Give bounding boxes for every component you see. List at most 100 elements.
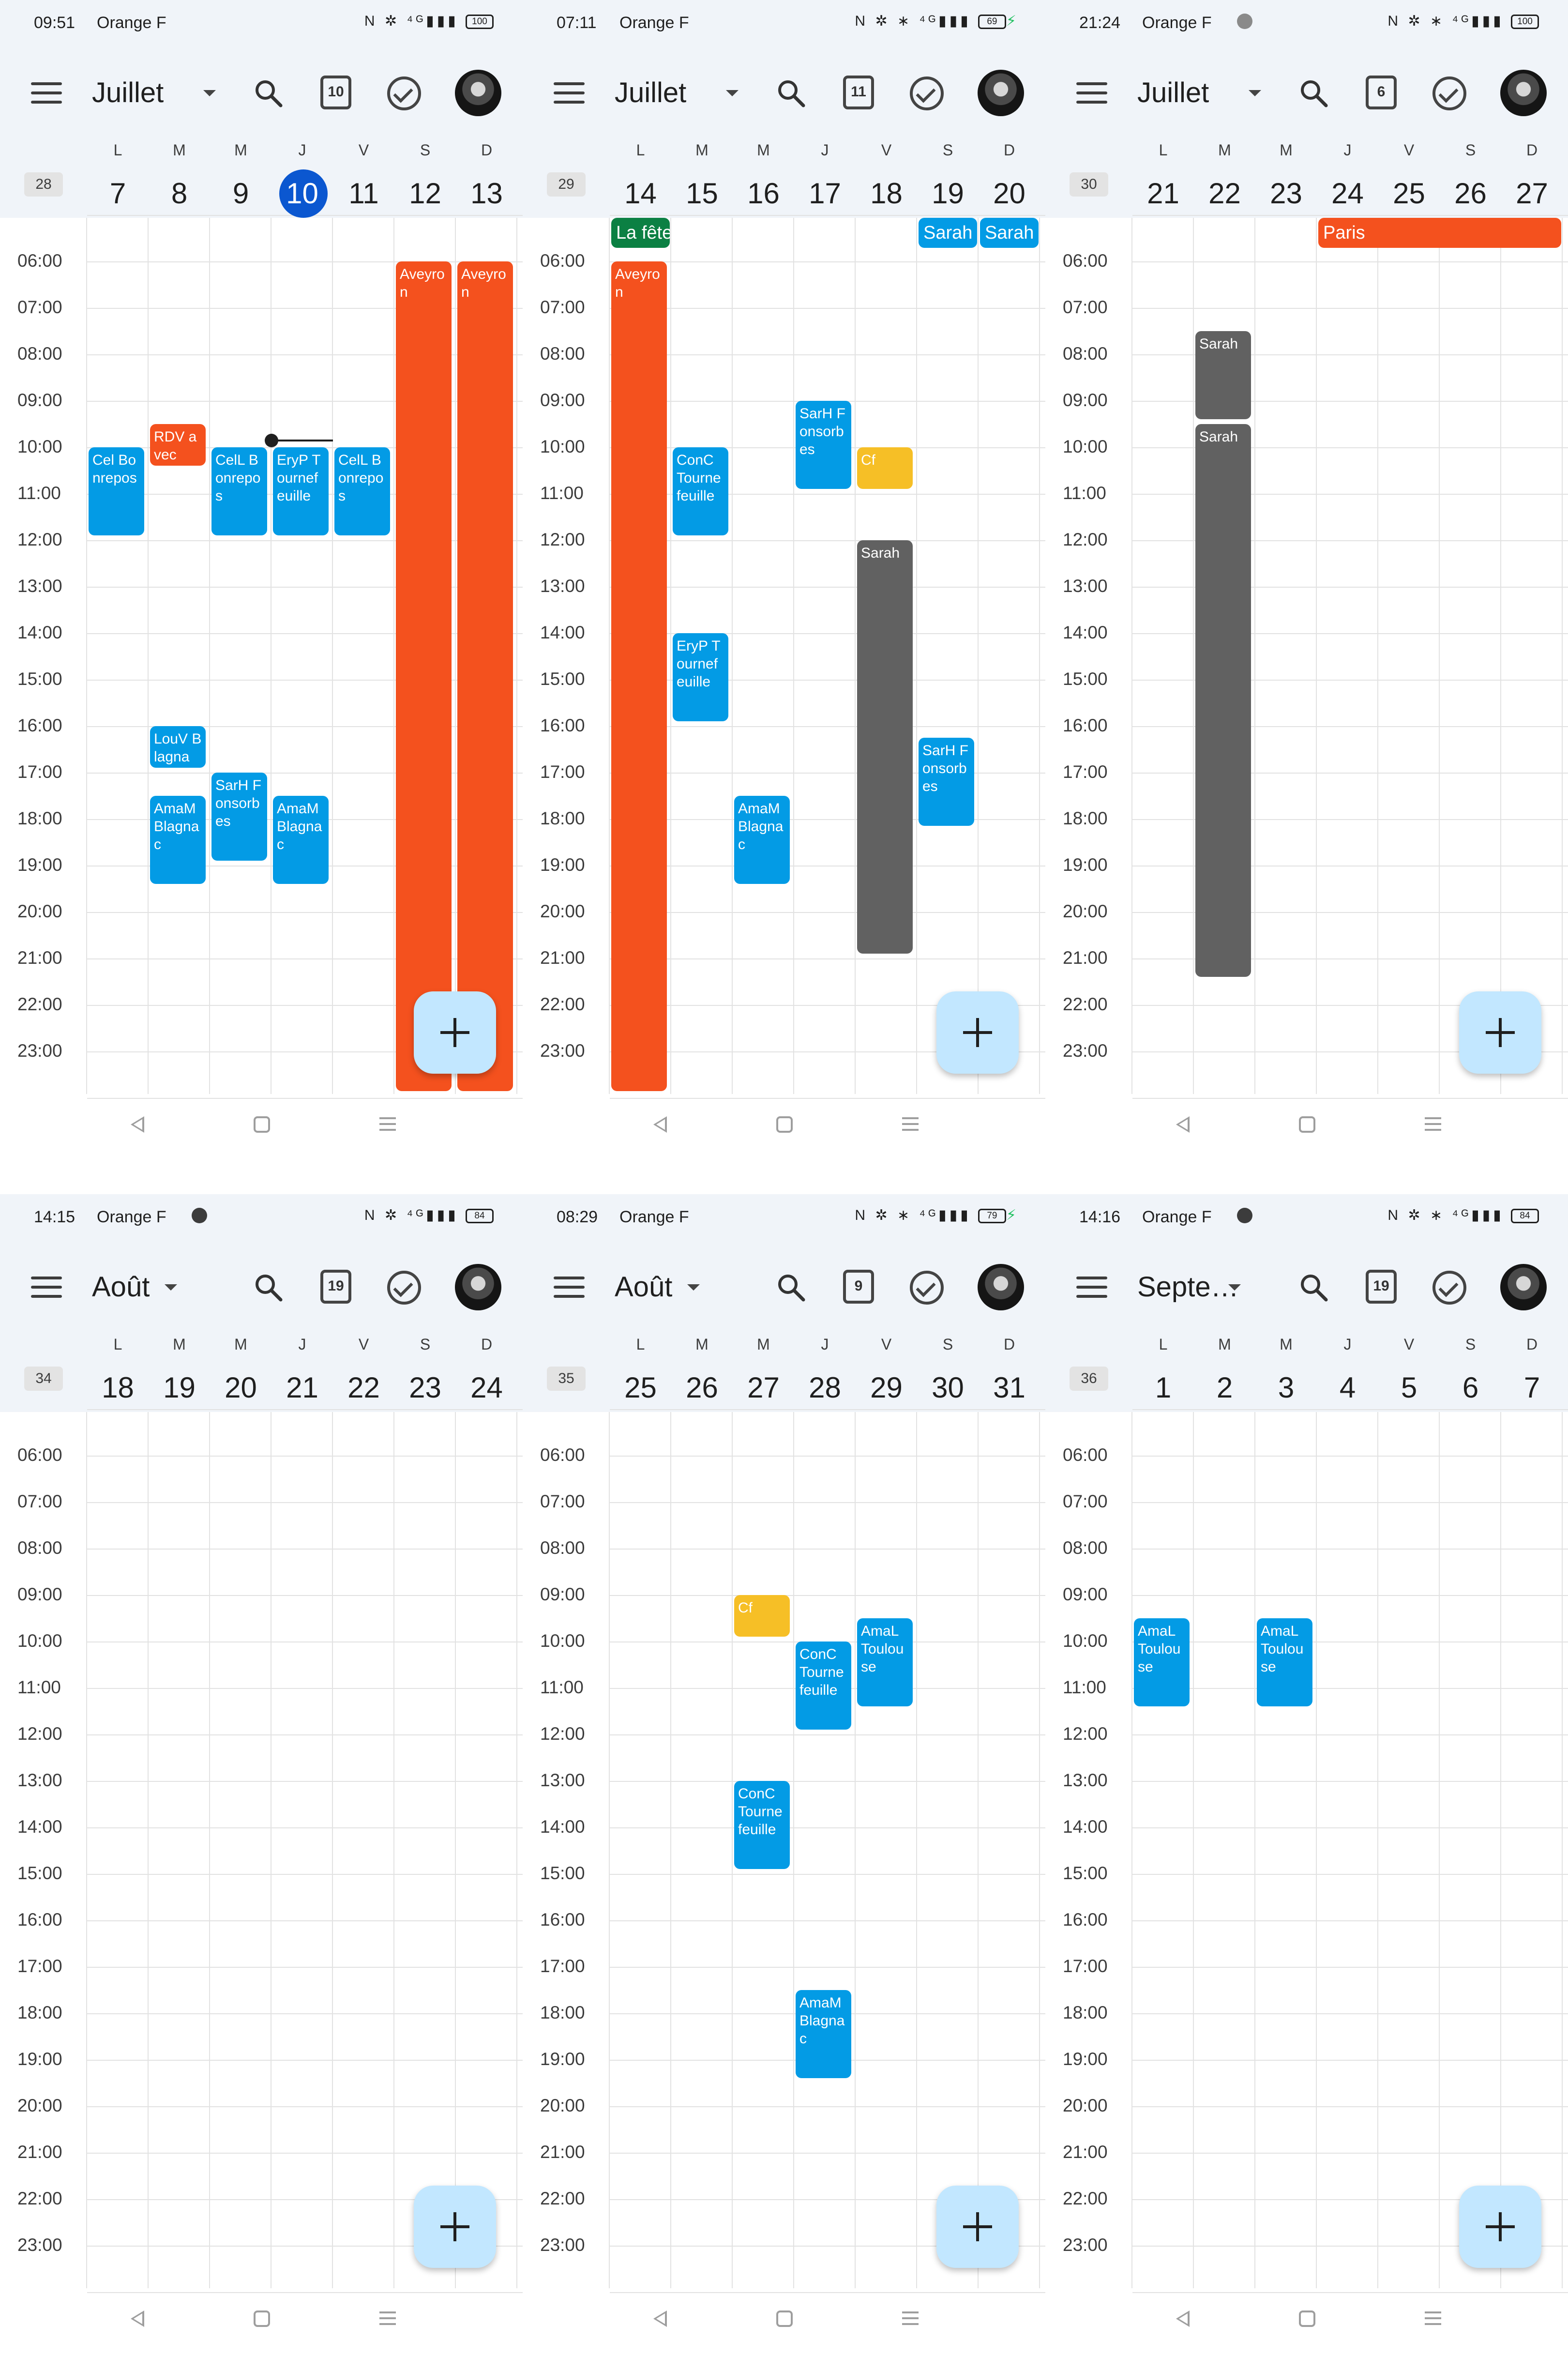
day-number[interactable]: 24 <box>1331 177 1364 210</box>
back-triangle-icon[interactable] <box>1176 1116 1190 1133</box>
recent-apps-icon[interactable] <box>379 2311 396 2326</box>
day-number[interactable]: 15 <box>686 177 718 210</box>
day-number[interactable]: 19 <box>932 177 964 210</box>
day-number[interactable]: 3 <box>1278 1371 1295 1404</box>
menu-icon[interactable] <box>31 82 62 104</box>
day-number[interactable]: 2 <box>1216 1371 1233 1404</box>
recent-apps-icon[interactable] <box>902 1117 919 1132</box>
avatar[interactable] <box>978 1264 1024 1310</box>
search-icon[interactable] <box>252 76 286 110</box>
month-title[interactable]: Juillet <box>615 77 687 108</box>
back-triangle-icon[interactable] <box>653 1116 667 1133</box>
day-number[interactable]: 5 <box>1401 1371 1417 1404</box>
day-number[interactable]: 6 <box>1462 1371 1479 1404</box>
day-number[interactable]: 14 <box>624 177 657 210</box>
calendar-event[interactable]: SarH Fonsorbes <box>211 773 267 861</box>
calendar-event[interactable]: Sarah <box>1195 424 1251 977</box>
tasks-check-icon[interactable] <box>1432 76 1466 110</box>
avatar[interactable] <box>455 70 501 116</box>
calendar-event[interactable]: AmaM Blagnac <box>734 796 790 884</box>
calendar-event[interactable]: Sarah <box>857 540 913 954</box>
calendar-event[interactable]: Sarah <box>1195 331 1251 420</box>
day-number[interactable]: 28 <box>809 1371 841 1404</box>
avatar[interactable] <box>1500 1264 1547 1310</box>
calendar-event[interactable]: ConC Tournefeuille <box>734 1781 790 1870</box>
back-triangle-icon[interactable] <box>131 1116 144 1133</box>
calendar-event[interactable]: CelL Bonrepos <box>334 447 390 536</box>
day-number[interactable]: 21 <box>286 1371 318 1404</box>
day-number[interactable]: 10 <box>276 169 329 218</box>
day-number[interactable]: 23 <box>1270 177 1302 210</box>
home-square-icon[interactable] <box>776 1116 793 1133</box>
month-title[interactable]: Juillet <box>1137 77 1209 108</box>
back-triangle-icon[interactable] <box>653 2310 667 2327</box>
day-number[interactable]: 13 <box>470 177 503 210</box>
avatar[interactable] <box>455 1264 501 1310</box>
calendar-event[interactable]: RDV avec <box>150 424 206 466</box>
day-number[interactable]: 11 <box>348 177 379 210</box>
recent-apps-icon[interactable] <box>1425 1117 1441 1132</box>
calendar-event[interactable]: Cel Bonrepos <box>89 447 144 536</box>
all-day-event[interactable]: Paris <box>1318 218 1561 248</box>
menu-icon[interactable] <box>554 1277 585 1298</box>
day-number[interactable]: 22 <box>347 1371 380 1404</box>
calendar-event[interactable]: EryP Tournefeuille <box>673 633 728 722</box>
day-number[interactable]: 19 <box>163 1371 196 1404</box>
calendar-event[interactable]: EryP Tournefeuille <box>273 447 329 536</box>
back-triangle-icon[interactable] <box>131 2310 144 2327</box>
calendar-event[interactable]: LouV Blagna <box>150 726 206 768</box>
day-number[interactable]: 25 <box>1393 177 1425 210</box>
search-icon[interactable] <box>252 1271 286 1305</box>
menu-icon[interactable] <box>554 82 585 104</box>
calendar-today-icon[interactable]: 19 <box>1366 1270 1397 1304</box>
tasks-check-icon[interactable] <box>910 76 944 110</box>
plus-icon[interactable] <box>936 2186 1019 2268</box>
day-number[interactable]: 7 <box>109 177 126 210</box>
day-number[interactable]: 24 <box>470 1371 503 1404</box>
calendar-event[interactable]: AmaL Toulouse <box>1257 1618 1312 1707</box>
home-square-icon[interactable] <box>776 2310 793 2327</box>
search-icon[interactable] <box>1297 76 1331 110</box>
plus-icon[interactable] <box>936 991 1019 1074</box>
day-number[interactable]: 30 <box>932 1371 964 1404</box>
home-square-icon[interactable] <box>254 2310 270 2327</box>
day-number[interactable]: 16 <box>747 177 780 210</box>
day-number[interactable]: 21 <box>1147 177 1179 210</box>
day-number[interactable]: 27 <box>747 1371 780 1404</box>
day-number[interactable]: 4 <box>1339 1371 1356 1404</box>
day-number[interactable]: 20 <box>225 1371 257 1404</box>
calendar-event[interactable]: ConC Tournefeuille <box>673 447 728 536</box>
day-number[interactable]: 18 <box>870 177 903 210</box>
hour-grid[interactable]: 06:00 07:00 08:00 09:00 10:00 11:00 12:00 13:00… <box>1045 1409 1568 2293</box>
hour-grid[interactable]: 06:00 07:00 08:00 09:00 10:00 11:00 12:00 13:00… <box>1045 215 1568 1099</box>
day-number[interactable]: 12 <box>409 177 441 210</box>
calendar-event[interactable]: Aveyron <box>611 261 667 1091</box>
all-day-event[interactable]: Sarah <box>919 218 977 248</box>
month-title[interactable]: Juillet <box>92 77 164 108</box>
home-square-icon[interactable] <box>1299 2310 1315 2327</box>
calendar-event[interactable]: Aveyron <box>396 261 452 1091</box>
recent-apps-icon[interactable] <box>902 2311 919 2326</box>
avatar[interactable] <box>1500 70 1547 116</box>
home-square-icon[interactable] <box>1299 1116 1315 1133</box>
hour-grid[interactable]: 06:00 07:00 08:00 09:00 10:00 11:00 12:00 13:00… <box>0 1409 523 2293</box>
calendar-event[interactable]: SarH Fonsorbes <box>796 401 851 489</box>
all-day-event[interactable]: La fête <box>611 218 670 248</box>
search-icon[interactable] <box>1297 1271 1331 1305</box>
day-number[interactable]: 23 <box>409 1371 441 1404</box>
search-icon[interactable] <box>774 1271 808 1305</box>
chevron-down-icon[interactable] <box>165 1284 177 1291</box>
day-number[interactable]: 18 <box>102 1371 134 1404</box>
recent-apps-icon[interactable] <box>379 1117 396 1132</box>
month-title[interactable]: Août <box>92 1271 150 1303</box>
chevron-down-icon[interactable] <box>687 1284 700 1291</box>
hour-grid[interactable]: 06:00 07:00 08:00 09:00 10:00 11:00 12:00 13:00… <box>523 1409 1045 2293</box>
calendar-today-icon[interactable]: 19 <box>320 1270 351 1304</box>
search-icon[interactable] <box>774 76 808 110</box>
day-number[interactable]: 29 <box>870 1371 903 1404</box>
tasks-check-icon[interactable] <box>910 1271 944 1305</box>
calendar-event[interactable]: Aveyron <box>457 261 513 1091</box>
home-square-icon[interactable] <box>254 1116 270 1133</box>
all-day-event[interactable]: Sarah <box>980 218 1039 248</box>
back-triangle-icon[interactable] <box>1176 2310 1190 2327</box>
